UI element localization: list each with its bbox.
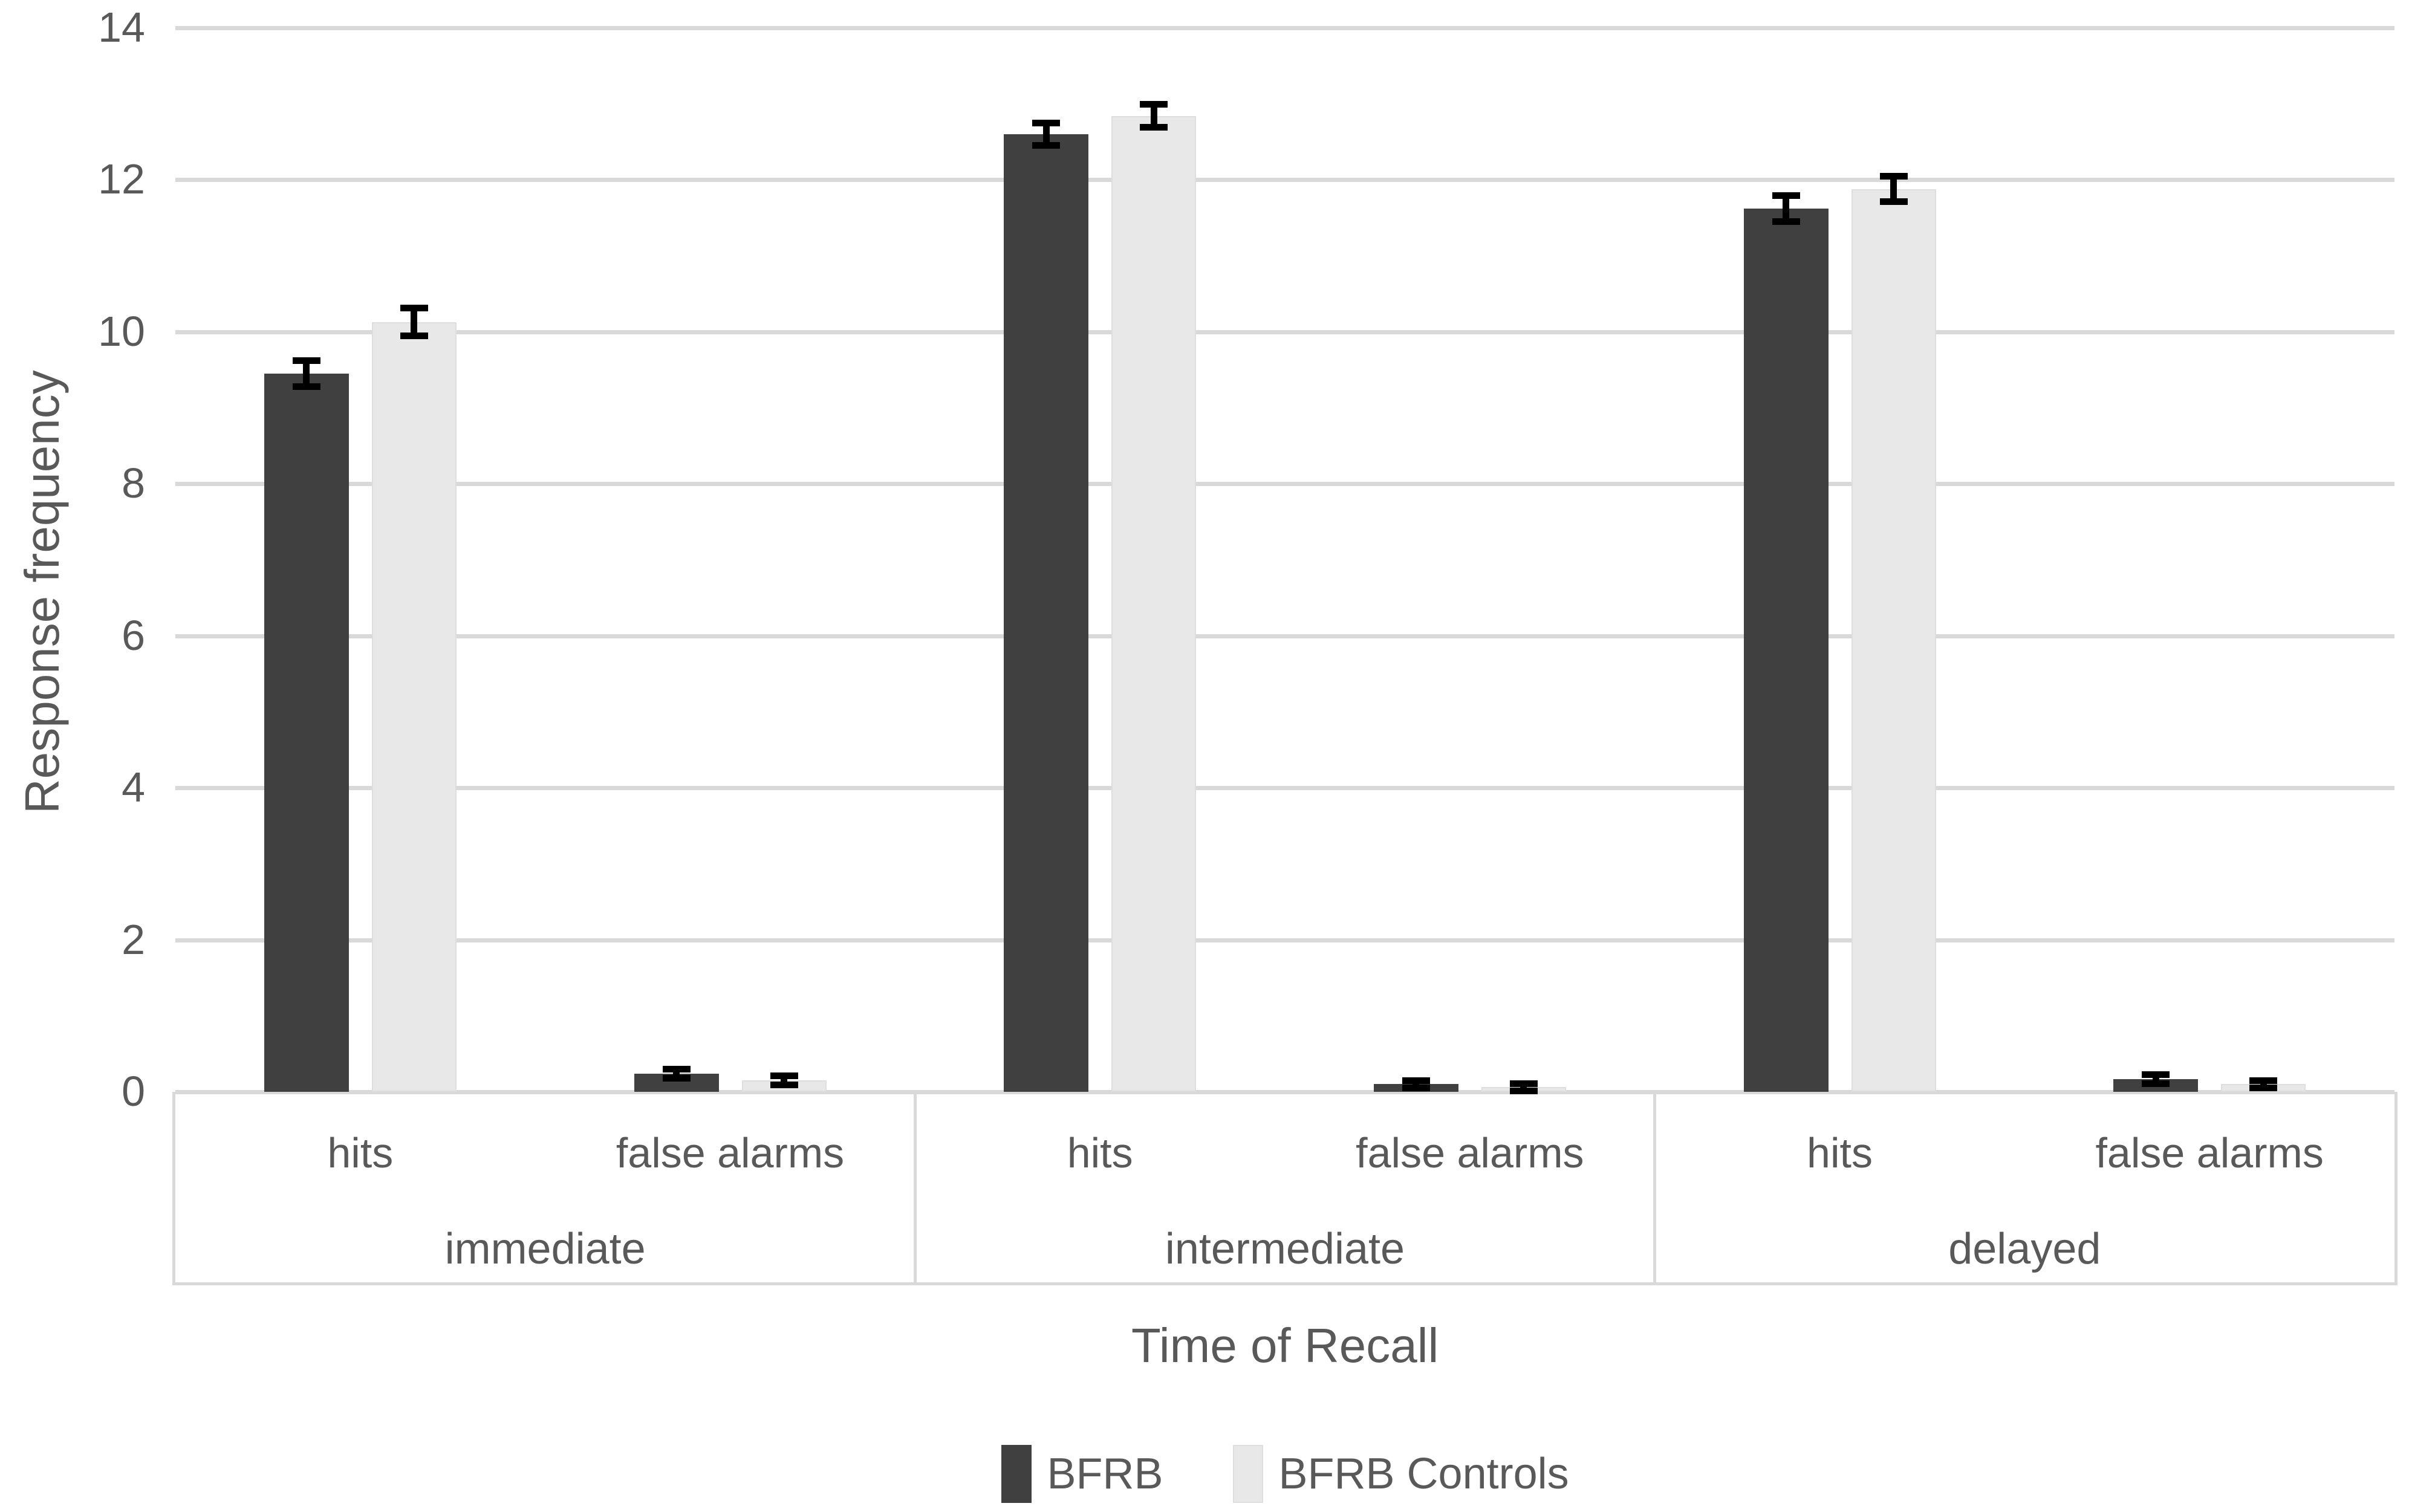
gridline-0 <box>175 1090 2394 1094</box>
legend-label-bfrb: BFRB <box>1047 1450 1163 1498</box>
error-bar-bfrb-controls-delayed-false-alarms <box>2249 1077 2278 1084</box>
error-bar-bfrb-controls-immediate-hits <box>400 305 428 312</box>
x-group-label-delayed: delayed <box>1948 1225 2101 1273</box>
error-bar-bfrb-delayed-false-alarms <box>2142 1080 2170 1087</box>
bar-bfrb-controls-delayed-hits <box>1851 189 1936 1092</box>
bar-bfrb-delayed-hits <box>1743 209 1829 1092</box>
legend-swatch-bfrb-controls <box>1232 1445 1263 1503</box>
gridline-12 <box>175 178 2394 183</box>
y-tick-label-0: 0 <box>122 1068 145 1115</box>
error-bar-bfrb-controls-immediate-hits <box>400 332 428 339</box>
bar-bfrb-intermediate-hits <box>1004 134 1089 1092</box>
gridline-14 <box>175 26 2394 30</box>
error-bar-bfrb-controls-delayed-hits <box>1890 176 1897 202</box>
x-tick-label-delayed-hits: hits <box>1807 1129 1873 1176</box>
error-bar-bfrb-controls-delayed-hits <box>1879 198 1908 206</box>
x-tick-label-intermediate-hits: hits <box>1067 1129 1133 1176</box>
bar-bfrb-controls-intermediate-hits <box>1111 115 1197 1092</box>
error-bar-bfrb-immediate-false-alarms <box>662 1074 691 1082</box>
category-divider <box>913 1092 917 1282</box>
y-tick-label-2: 2 <box>122 915 145 963</box>
error-bar-bfrb-controls-intermediate-false-alarms <box>1509 1080 1538 1087</box>
x-tick-label-immediate-hits: hits <box>327 1129 394 1176</box>
y-tick-label-6: 6 <box>122 611 145 659</box>
error-bar-bfrb-controls-immediate-false-alarms <box>770 1072 798 1080</box>
error-bar-bfrb-intermediate-hits <box>1032 142 1061 149</box>
error-bar-bfrb-intermediate-false-alarms <box>1402 1077 1430 1084</box>
error-bar-bfrb-delayed-hits <box>1772 218 1800 226</box>
error-bar-bfrb-controls-delayed-false-alarms <box>2260 1080 2267 1088</box>
error-bar-bfrb-immediate-hits <box>292 383 320 390</box>
gridline-8 <box>175 482 2394 487</box>
error-bar-bfrb-delayed-hits <box>1783 195 1789 222</box>
y-tick-label-4: 4 <box>122 764 145 811</box>
error-bar-bfrb-controls-intermediate-hits <box>1140 101 1168 108</box>
error-bar-bfrb-controls-immediate-hits <box>411 308 418 336</box>
error-bar-bfrb-controls-intermediate-hits <box>1150 104 1157 128</box>
plot-area <box>175 26 2394 1095</box>
bar-bfrb-immediate-hits <box>264 374 349 1092</box>
error-bar-bfrb-intermediate-false-alarms <box>1413 1080 1420 1088</box>
x-tick-label-intermediate-false-alarms: false alarms <box>1356 1129 1584 1176</box>
legend-item-bfrb: BFRB <box>1001 1445 1163 1503</box>
error-bar-bfrb-controls-intermediate-hits <box>1140 124 1168 131</box>
error-bar-bfrb-controls-intermediate-false-alarms <box>1509 1088 1538 1095</box>
gridline-4 <box>175 786 2394 791</box>
legend-item-bfrb-controls: BFRB Controls <box>1232 1445 1569 1503</box>
y-tick-label-10: 10 <box>98 307 145 355</box>
x-tick-label-immediate-false-alarms: false alarms <box>616 1129 845 1176</box>
error-bar-bfrb-immediate-hits <box>303 360 310 387</box>
gridline-6 <box>175 634 2394 638</box>
error-bar-bfrb-immediate-false-alarms <box>673 1069 680 1079</box>
error-bar-bfrb-controls-intermediate-false-alarms <box>1520 1083 1527 1091</box>
error-bar-bfrb-controls-immediate-false-alarms <box>781 1076 787 1085</box>
x-tick-label-delayed-false-alarms: false alarms <box>2095 1129 2324 1176</box>
error-bar-bfrb-controls-delayed-hits <box>1879 172 1908 180</box>
y-tick-label-12: 12 <box>98 155 145 203</box>
legend-label-bfrb-controls: BFRB Controls <box>1278 1450 1569 1498</box>
legend-swatch-bfrb <box>1001 1445 1032 1503</box>
category-divider <box>1653 1092 1657 1282</box>
gridline-10 <box>175 329 2394 334</box>
category-axis: hits false alarms immediate hits false alarm… <box>172 1092 2398 1285</box>
legend: BFRB BFRB Controls <box>1001 1445 1569 1503</box>
error-bar-bfrb-intermediate-hits <box>1042 123 1050 146</box>
y-tick-label-14: 14 <box>98 4 145 51</box>
error-bar-bfrb-intermediate-false-alarms <box>1402 1085 1430 1092</box>
error-bar-bfrb-immediate-hits <box>292 357 320 365</box>
bar-bfrb-controls-immediate-hits <box>371 322 457 1092</box>
x-group-label-immediate: immediate <box>444 1225 646 1273</box>
gridline-2 <box>175 938 2394 943</box>
x-axis-title: Time of Recall <box>1131 1319 1439 1372</box>
y-axis-title: Response frequency <box>15 370 69 814</box>
error-bar-bfrb-intermediate-hits <box>1032 119 1061 126</box>
error-bar-bfrb-delayed-false-alarms <box>2142 1071 2170 1078</box>
error-bar-bfrb-controls-delayed-false-alarms <box>2249 1085 2278 1092</box>
error-bar-bfrb-controls-immediate-false-alarms <box>770 1082 798 1089</box>
x-group-label-intermediate: intermediate <box>1165 1225 1405 1273</box>
error-bar-bfrb-delayed-hits <box>1772 192 1800 200</box>
error-bar-bfrb-immediate-false-alarms <box>662 1065 691 1072</box>
error-bar-bfrb-delayed-false-alarms <box>2152 1074 2159 1084</box>
y-tick-label-8: 8 <box>122 459 145 507</box>
